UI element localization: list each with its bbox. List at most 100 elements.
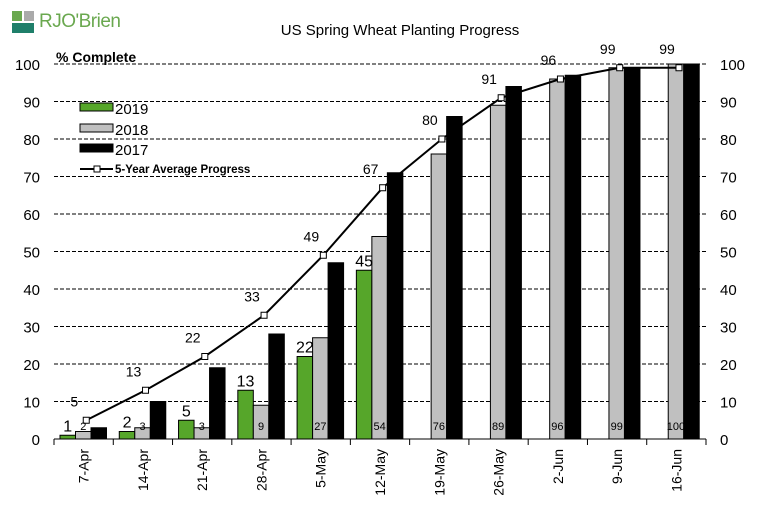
average-label: 67 [363,161,379,177]
legend-swatch-2018 [79,123,114,133]
bar-label-2018: 54 [373,421,385,433]
average-label: 22 [185,330,201,346]
average-marker [616,64,624,72]
bar-label-2018: 3 [199,421,205,433]
bar-2017 [90,427,107,440]
y-tick-label-left: 0 [32,432,40,449]
bar-2018 [608,67,625,440]
x-tick-label: 19-May [431,449,447,496]
x-tick-label: 12-May [372,449,388,496]
average-marker [379,184,387,192]
x-tick-label: 5-May [313,449,329,488]
y-tick-label-left: 20 [23,357,40,374]
x-tick-label: 7-Apr [76,449,92,484]
bar-2018 [549,78,566,440]
legend-swatch-2017 [79,143,114,153]
bar-2019 [237,389,254,440]
bar-label-2019: 45 [355,253,373,270]
bar-2019 [296,356,314,440]
bar-label-2018: 9 [258,421,264,433]
y-tick-label-right: 100 [720,57,745,74]
y-tick-label-right: 70 [720,170,737,187]
y-tick-label-left: 30 [23,320,40,337]
y-tick-label-left: 90 [23,95,40,112]
legend-label: 2018 [115,122,148,139]
y-tick-label-right: 0 [720,432,728,449]
bar-label-2018: 89 [492,421,504,433]
average-label: 96 [541,52,557,68]
y-tick-label-left: 40 [23,282,40,299]
average-marker [142,386,150,394]
bar-2019 [118,431,136,440]
y-tick-label-right: 90 [720,95,737,112]
bar-label-2018: 27 [314,421,326,433]
legend-label: 2019 [115,101,148,118]
bar-2018 [667,63,685,440]
bar-2017 [623,67,641,440]
y-tick-label-right: 30 [720,320,737,337]
legend-label: 2017 [115,142,148,159]
bar-2019 [178,419,195,440]
bar-2017 [683,63,700,440]
bar-label-2019: 1 [63,418,72,435]
legend-label: 5-Year Average Progress [115,164,250,176]
y-tick-label-left: 50 [23,245,40,262]
y-tick-label-left: 10 [23,395,40,412]
y-tick-label-left: 100 [15,57,40,74]
bar-2017 [386,172,404,440]
bar-label-2018: 3 [139,421,145,433]
x-tick-label: 28-Apr [253,449,269,491]
bar-2018 [371,236,388,440]
x-tick-label: 2-Jun [550,449,566,484]
bar-2017 [564,74,582,440]
bar-2019 [355,269,373,440]
bar-label-2018: 100 [667,421,685,433]
bar-2017 [446,116,463,440]
average-label: 49 [304,228,320,244]
y-tick-label-right: 60 [720,207,737,224]
y-axis-label: % Complete [56,49,136,65]
y-tick-label-right: 20 [720,357,737,374]
y-tick-label-right: 80 [720,132,737,149]
average-marker [260,311,268,319]
bar-2019 [59,434,76,440]
x-tick-label: 26-May [491,449,507,496]
average-marker [497,94,505,102]
average-label: 99 [600,41,616,57]
bar-2017 [209,367,226,440]
average-marker [201,353,209,360]
bar-2018 [489,104,507,440]
bar-label-2018: 96 [551,421,563,433]
y-tick-label-left: 60 [23,207,40,224]
bar-label-2018: 2 [80,421,86,433]
average-marker [82,416,90,424]
bar-2018 [430,153,448,440]
bar-label-2019: 13 [237,373,255,390]
x-tick-label: 16-Jun [668,449,684,492]
y-tick-label-left: 80 [23,132,40,149]
x-tick-label: 21-Apr [194,449,210,491]
legend-swatch-2019 [79,102,114,112]
y-tick-label-left: 70 [23,170,40,187]
x-tick-label: 9-Jun [609,449,625,484]
logo-text: RJO'Brien [39,11,121,32]
bar-2017 [327,262,345,440]
legend-marker [93,165,101,173]
bar-label-2018: 99 [611,421,623,433]
bar-label-2019: 5 [182,403,191,420]
logo: RJO'Brien [12,11,121,33]
x-tick-label: 14-Apr [135,449,151,491]
average-label: 5 [70,393,78,409]
chart-title: US Spring Wheat Planting Progress [281,22,519,39]
average-label: 13 [126,363,142,379]
average-marker [556,75,564,83]
average-marker [438,135,446,143]
y-tick-label-right: 40 [720,282,737,299]
bar-2017 [268,333,285,440]
average-label: 80 [422,112,438,128]
average-marker [675,64,683,72]
average-label: 91 [481,71,497,87]
average-label: 99 [659,41,675,57]
